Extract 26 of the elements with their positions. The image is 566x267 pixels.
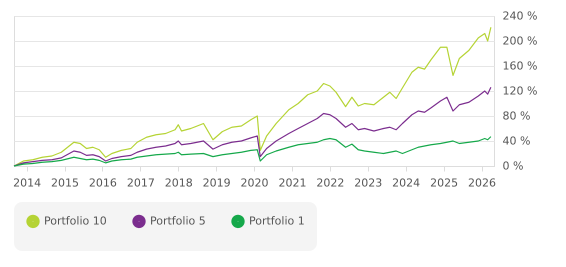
- line-series: [13, 86, 492, 167]
- y-tick-label: 0 %: [502, 160, 524, 172]
- line-series: [13, 136, 492, 167]
- x-tick-label: 2014: [13, 176, 42, 190]
- x-tick-label: 2015: [51, 176, 80, 190]
- x-tick-label: 2021: [278, 176, 307, 190]
- y-tick-label: 160 %: [502, 60, 538, 72]
- legend-label: Portfolio 10: [44, 214, 107, 228]
- legend-label: Portfolio 5: [150, 214, 206, 228]
- x-tick-label: 2018: [164, 176, 193, 190]
- y-tick-label: 240 %: [502, 10, 538, 22]
- x-tick-label: 2023: [354, 176, 382, 190]
- y-tick-label: 80 %: [502, 110, 530, 122]
- x-tick-label: 2016: [88, 176, 117, 190]
- legend-label: Portfolio 1: [249, 214, 305, 228]
- y-tick-label: 200 %: [502, 34, 538, 48]
- x-tick-label: 2025: [430, 176, 458, 190]
- x-tick-label: 2020: [240, 176, 269, 190]
- y-tick-label: 40 %: [502, 134, 530, 148]
- x-tick-label: 2026: [468, 176, 496, 190]
- x-tick-label: 2022: [316, 176, 344, 190]
- x-tick-label: 2019: [202, 176, 231, 190]
- x-tick-label: 2024: [392, 176, 420, 190]
- x-tick-label: 2017: [126, 176, 155, 190]
- y-tick-label: 120 %: [502, 84, 538, 98]
- line-series: [13, 26, 492, 167]
